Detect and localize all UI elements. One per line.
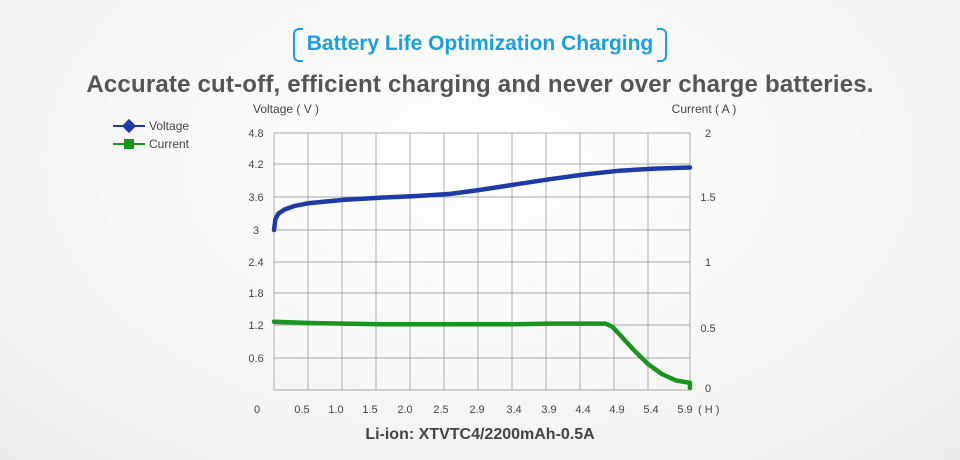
- x-tick-label: 2.5: [433, 404, 448, 416]
- chart-caption: Li-ion: XTVTC4/2200mAh-0.5A: [365, 426, 595, 443]
- x-tick-label: 1.5: [362, 404, 377, 416]
- y-left-tick-labels: 4.8 4.2 3.6 3 2.4 1.8 1.2 0.6: [248, 128, 263, 365]
- y-left-tick-label: 4.8: [248, 128, 263, 140]
- x-axis-unit-label: ( H ): [698, 404, 719, 416]
- y-left-tick-label: 2.4: [248, 257, 263, 269]
- x-tick-label: 3.9: [541, 404, 556, 416]
- y-right-tick-label: 1.5: [700, 192, 715, 204]
- current-series-line: [271, 319, 693, 391]
- y-right-tick-label: 1: [705, 257, 711, 269]
- title-bracket-left: [292, 28, 303, 62]
- legend: Voltage Current: [113, 118, 190, 151]
- x-tick-label: 0: [254, 404, 260, 416]
- legend-item-current: Current: [113, 137, 190, 151]
- legend-voltage-marker: [121, 118, 137, 134]
- y-left-tick-label: 0.6: [248, 353, 263, 365]
- legend-item-voltage: Voltage: [113, 118, 189, 134]
- x-tick-label: 3.4: [506, 404, 521, 416]
- y-right-tick-label: 2: [705, 128, 711, 140]
- x-tick-labels: 0 0.5 1.0 1.5 2.0 2.5 2.9 3.4 3.9 4.4 4.9 5.4 5.9: [254, 404, 693, 416]
- y-left-tick-label: 1.8: [248, 288, 263, 300]
- title-bracket-right: [657, 28, 668, 62]
- x-tick-label: 4.9: [609, 404, 624, 416]
- y-right-tick-label: 0.5: [700, 323, 715, 335]
- voltage-series-line: [271, 165, 693, 233]
- x-tick-label: 4.4: [575, 404, 590, 416]
- x-tick-label: 5.9: [677, 404, 692, 416]
- title-text: Battery Life Optimization Charging: [306, 32, 654, 55]
- y-left-tick-label: 1.2: [248, 320, 263, 332]
- chart-series: [271, 165, 693, 391]
- x-tick-label: 2.0: [397, 404, 412, 416]
- x-tick-label: 0.5: [294, 404, 309, 416]
- chart-subtitle: Accurate cut-off, efficient charging and…: [86, 71, 874, 98]
- legend-current-label: Current: [149, 137, 190, 151]
- y-left-tick-label: 3: [253, 225, 259, 237]
- x-tick-label: 1.0: [328, 404, 343, 416]
- chart-title: Battery Life Optimization Charging: [292, 28, 668, 62]
- legend-voltage-label: Voltage: [149, 119, 189, 133]
- y-right-tick-label: 0: [705, 383, 711, 395]
- y-right-axis-label: Current ( A ): [672, 102, 737, 116]
- y-left-tick-label: 4.2: [248, 159, 263, 171]
- x-tick-label: 5.4: [643, 404, 658, 416]
- legend-current-marker: [124, 139, 134, 149]
- y-left-axis-label: Voltage ( V ): [253, 102, 319, 116]
- y-left-tick-label: 3.6: [248, 192, 263, 204]
- x-tick-label: 2.9: [469, 404, 484, 416]
- y-right-tick-labels: 2 1.5 1 0.5 0: [700, 128, 715, 395]
